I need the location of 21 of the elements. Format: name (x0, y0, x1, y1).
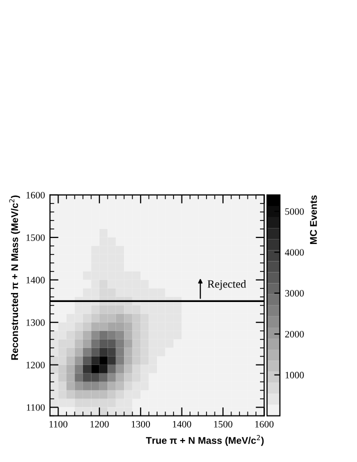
y-tick-label: 1300 (26, 319, 45, 326)
color-bar-label: 4000 (284, 249, 304, 256)
x-tick-label: 1400 (172, 420, 192, 428)
color-bar-label: 2000 (285, 330, 304, 338)
y-tick-label: 1600 (26, 192, 45, 198)
x-tick-label: 1600 (255, 420, 274, 428)
color-bar-label: 5000 (285, 208, 304, 215)
y-tick-label: 1200 (26, 362, 45, 368)
x-tick-label: 1500 (214, 420, 232, 428)
y-tick-label: 1500 (26, 234, 45, 241)
x-axis-title: True π + N Mass (MeV/c$^{2}$) (146, 435, 264, 446)
x-tick-label: 1100 (50, 420, 68, 428)
y-axis-title: Reconstructed π + N Mass (MeV/c$^{2}$) (9, 196, 20, 360)
color-bar-label: 1000 (286, 372, 304, 378)
x-tick-label: 1300 (132, 420, 150, 428)
x-tick-label: 1200 (90, 420, 109, 428)
annotation: Rejected (208, 280, 246, 290)
color-bar-label: 3000 (285, 290, 304, 297)
color-bar-title: MC Events (310, 195, 317, 244)
y-tick-label: 1400 (26, 276, 45, 284)
y-tick-label: 1100 (26, 404, 45, 411)
